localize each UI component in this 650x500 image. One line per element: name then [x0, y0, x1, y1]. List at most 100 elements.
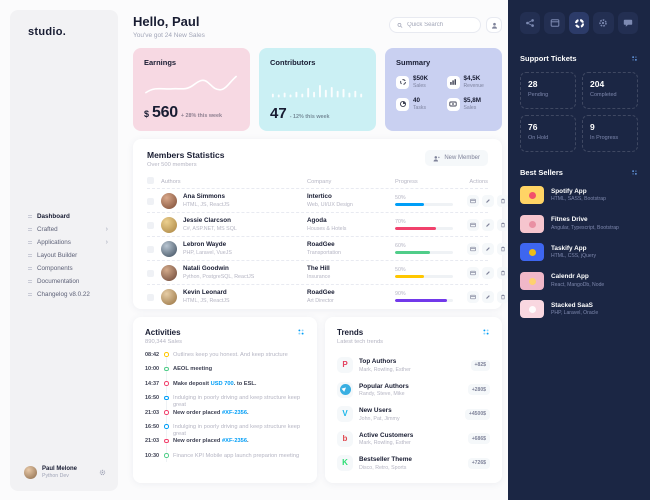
- edit-button[interactable]: [482, 242, 494, 255]
- menu-dash-icon: [28, 254, 32, 255]
- trend-badge: +82$: [470, 359, 490, 371]
- pencil-icon: [486, 198, 490, 203]
- card-icon: [470, 222, 476, 227]
- activity-timeline: 08:42 Outlines keep you honest. And keep…: [145, 352, 305, 467]
- trend-item[interactable]: ▶ Popular Authors Randy, Steve, Mike +28…: [337, 378, 490, 403]
- activity-time: 21:03: [145, 438, 160, 445]
- table-header-row: Authors Company Progress Actions: [147, 175, 488, 188]
- edit-button[interactable]: [482, 266, 494, 279]
- ticket-stat: 76 On Hold: [520, 115, 576, 152]
- vimeo-logo-icon: V: [342, 409, 348, 419]
- activity-text: AEOL meeting: [173, 366, 213, 373]
- delete-button[interactable]: [497, 218, 509, 231]
- ticket-value: 28: [528, 79, 538, 89]
- member-name[interactable]: Kevin Leonard: [183, 289, 227, 297]
- delete-button[interactable]: [497, 266, 509, 279]
- ticket-label: Completed: [590, 91, 617, 98]
- edit-button[interactable]: [482, 194, 494, 207]
- plurk-logo-icon: P: [342, 360, 348, 370]
- row-checkbox[interactable]: [147, 221, 154, 229]
- detail-button[interactable]: [467, 242, 479, 255]
- grid-dots-icon[interactable]: [631, 169, 638, 176]
- spinner-icon: [574, 18, 584, 28]
- search-input[interactable]: [407, 22, 473, 28]
- trend-item[interactable]: b Active Customers Mark, Rowling, Esther…: [337, 427, 490, 452]
- member-name[interactable]: Lebron Wayde: [183, 241, 227, 249]
- trend-title: Top Authors: [359, 358, 397, 365]
- user-settings-button[interactable]: [96, 467, 108, 479]
- member-name[interactable]: Natali Goodwin: [183, 265, 229, 273]
- user-name: Paul Melone: [42, 466, 78, 472]
- sidebar-item-components[interactable]: Components: [10, 262, 118, 275]
- seller-item[interactable]: Stacked SaaS PHP, Laravel, Oracle: [520, 300, 638, 318]
- search-icon: [397, 22, 403, 28]
- sidebar-item-documentation[interactable]: Documentation: [10, 275, 118, 288]
- member-avatar: [161, 240, 177, 257]
- seller-item[interactable]: Calendr App React, MangoDb, Node: [520, 271, 638, 290]
- chevron-right-icon: ›: [105, 239, 108, 246]
- grid-dots-icon[interactable]: [631, 55, 638, 62]
- edit-button[interactable]: [482, 290, 494, 303]
- trend-item[interactable]: V New Users John, Pat, Jimmy +4500$: [337, 402, 490, 427]
- seller-item[interactable]: Taskify App HTML, CSS, jQuery: [520, 243, 638, 261]
- apps-button[interactable]: [544, 12, 565, 34]
- row-checkbox[interactable]: [147, 269, 154, 277]
- detail-button[interactable]: [467, 194, 479, 207]
- delete-button[interactable]: [497, 290, 509, 303]
- summary-card: Summary $50K Sales: [385, 48, 502, 131]
- user-avatar: [24, 466, 37, 479]
- row-checkbox[interactable]: [147, 245, 154, 253]
- delete-button[interactable]: [497, 242, 509, 255]
- detail-button[interactable]: [467, 218, 479, 231]
- new-member-button[interactable]: New Member: [425, 150, 488, 166]
- kickstarter-logo-icon: K: [342, 458, 348, 468]
- sidebar-item-changelog[interactable]: Changelog v8.0.22: [10, 288, 118, 301]
- member-skills: HTML, JS, ReactJS: [183, 297, 230, 304]
- trend-item[interactable]: K Bestseller Theme Disco, Retro, Sports …: [337, 451, 490, 476]
- summary-label: Sales: [463, 105, 477, 111]
- ticket-label: Pending: [528, 91, 549, 98]
- trash-icon: [501, 246, 505, 251]
- sidebar-item-crafted[interactable]: Crafted ›: [10, 223, 118, 236]
- activity-link[interactable]: #XF-2356: [222, 409, 247, 416]
- select-all-checkbox[interactable]: [147, 177, 154, 184]
- member-name[interactable]: Jessie Clarcson: [183, 217, 231, 225]
- activity-time: 16:50: [145, 395, 160, 402]
- progress-bar: [395, 227, 453, 231]
- delete-button[interactable]: [497, 194, 509, 207]
- seller-item[interactable]: Spotify App HTML, SASS, Bootstrap: [520, 186, 638, 204]
- activity-link[interactable]: #XF-2356: [222, 438, 247, 445]
- detail-button[interactable]: [467, 290, 479, 303]
- share-button[interactable]: [520, 12, 541, 34]
- member-name[interactable]: Ana Simmons: [183, 193, 225, 201]
- settings-button[interactable]: [593, 12, 614, 34]
- grid-dots-icon[interactable]: [482, 328, 490, 336]
- best-sellers-list: Spotify App HTML, SASS, Bootstrap Fitnes…: [520, 186, 638, 318]
- detail-button[interactable]: [467, 266, 479, 279]
- ticket-label: In Progress: [590, 134, 619, 141]
- row-checkbox[interactable]: [147, 197, 154, 205]
- edit-button[interactable]: [482, 218, 494, 231]
- product-thumbnail: [520, 186, 544, 204]
- telegram-logo-icon: ▶: [339, 384, 351, 396]
- row-checkbox[interactable]: [147, 293, 154, 301]
- summary-label: Tasks: [413, 105, 427, 111]
- summary-label: Sales: [413, 83, 426, 89]
- chat-button[interactable]: [617, 12, 639, 34]
- member-company: RoadGee: [307, 241, 335, 249]
- summary-value: $50K: [413, 75, 429, 82]
- search-box[interactable]: [389, 17, 481, 33]
- ticket-value: 76: [528, 122, 538, 132]
- account-button[interactable]: [486, 17, 502, 33]
- loader-button[interactable]: [568, 12, 590, 34]
- sidebar-item-dashboard[interactable]: Dashboard: [10, 210, 118, 223]
- seller-item[interactable]: Fitnes Drive Angular, Typescript, Bootst…: [520, 214, 638, 233]
- sidebar-item-applications[interactable]: Applications ›: [10, 236, 118, 249]
- grid-dots-icon[interactable]: [297, 328, 305, 336]
- trend-item[interactable]: P Top Authors Mark, Rowling, Esther +82$: [337, 353, 490, 378]
- product-thumbnail: [520, 214, 544, 233]
- activity-text: Outlines keep you honest. And keep struc…: [173, 352, 288, 358]
- trend-people: Mark, Rowling, Esther: [359, 440, 411, 446]
- sidebar-item-layout-builder[interactable]: Layout Builder: [10, 249, 118, 262]
- activity-link[interactable]: USD 700: [210, 380, 234, 387]
